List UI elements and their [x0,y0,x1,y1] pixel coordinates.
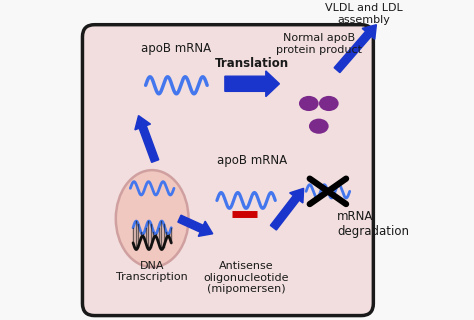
Ellipse shape [299,96,319,111]
Text: apoB mRNA: apoB mRNA [217,154,287,167]
FancyArrow shape [178,215,213,236]
Ellipse shape [116,170,189,267]
Ellipse shape [319,96,338,111]
FancyArrow shape [225,71,279,97]
Text: apoB mRNA: apoB mRNA [141,42,211,55]
Ellipse shape [309,119,328,134]
Text: VLDL and LDL
assembly: VLDL and LDL assembly [325,3,403,25]
Text: Translation: Translation [215,57,289,70]
FancyArrow shape [334,25,376,73]
Text: Antisense
oligonucleotide
(mipomersen): Antisense oligonucleotide (mipomersen) [203,261,289,294]
FancyArrow shape [135,116,159,162]
FancyArrow shape [270,188,304,230]
Text: DNA
Transcription: DNA Transcription [116,261,188,282]
Text: Normal apoB
protein product: Normal apoB protein product [276,33,362,55]
FancyBboxPatch shape [82,25,374,316]
Text: mRNA
degradation: mRNA degradation [337,210,409,237]
